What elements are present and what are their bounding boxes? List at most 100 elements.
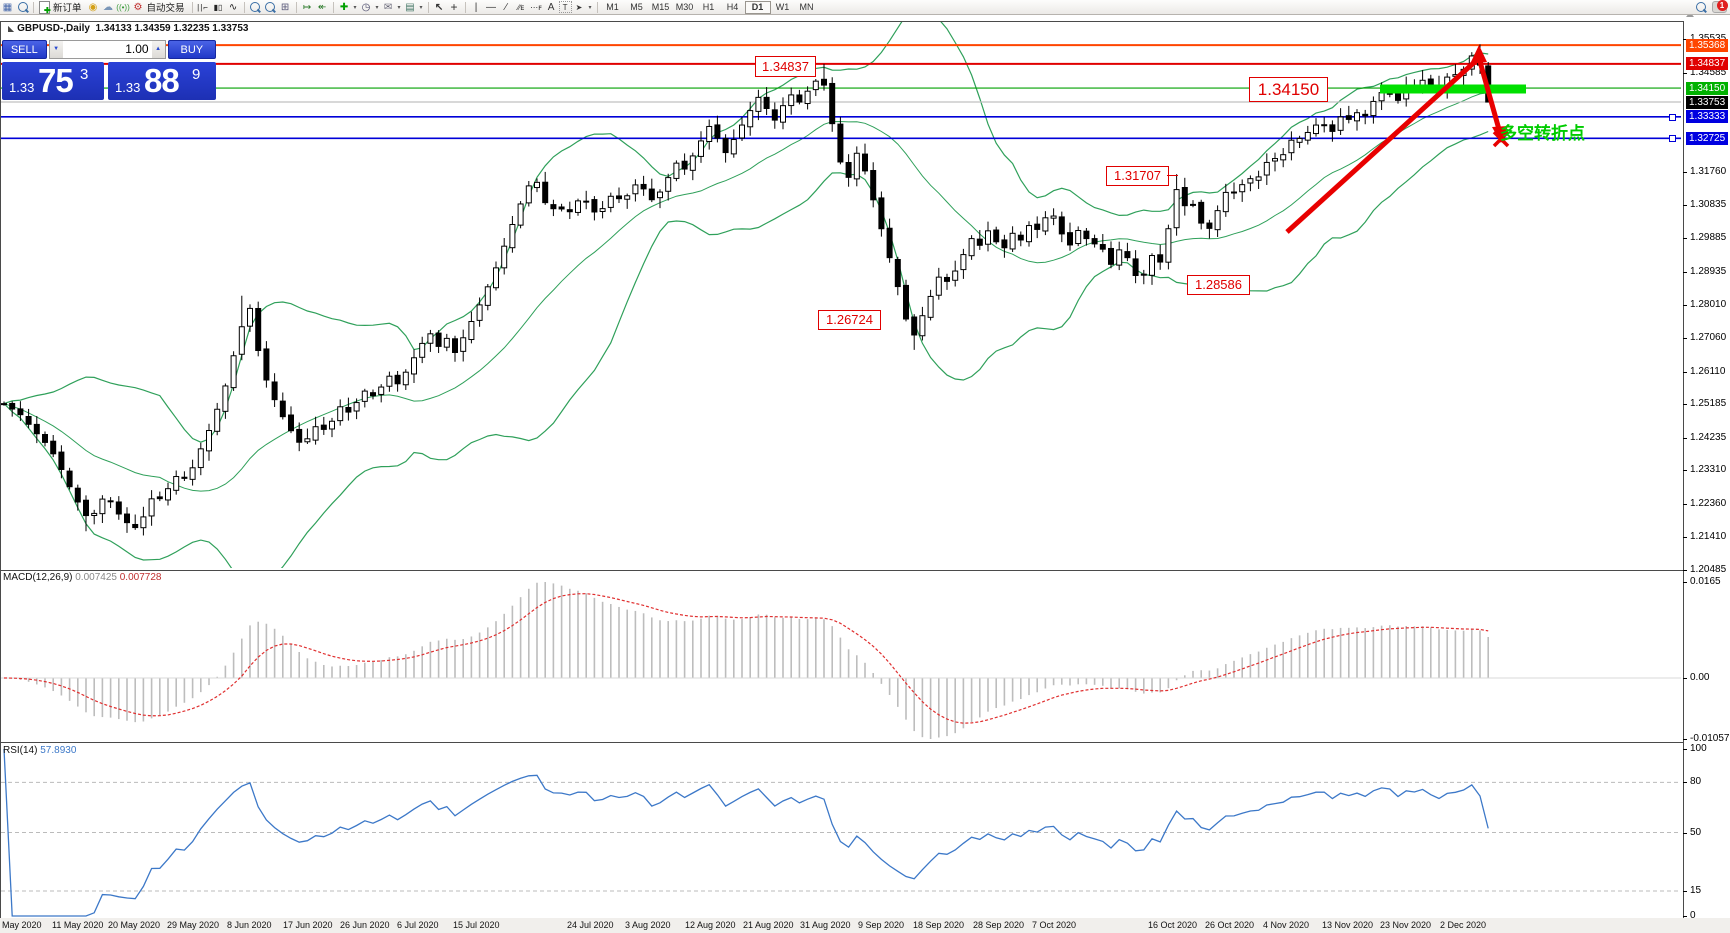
tab-timeframe-H4[interactable]: H4	[726, 2, 739, 12]
candle-body	[730, 139, 737, 155]
date-label: 26 Jun 2020	[340, 920, 390, 930]
line-handle[interactable]	[1669, 135, 1676, 143]
preview-icon[interactable]	[15, 1, 30, 14]
candle-body	[1149, 255, 1155, 276]
sell-quote[interactable]: 1.33 75 3	[2, 62, 104, 100]
candle-body	[452, 338, 458, 353]
line-handle[interactable]	[1669, 113, 1676, 121]
indicator-dropdown-caret[interactable]: ▾	[353, 4, 357, 11]
candle-body	[255, 307, 262, 351]
volume-up-button[interactable]: ▲	[151, 41, 165, 58]
downtrend-arrow-line[interactable]	[1476, 57, 1503, 134]
autotrade-icon[interactable]: ⚙	[133, 1, 143, 13]
sell-price-pip: 3	[80, 66, 89, 83]
line-chart-type-icon[interactable]: ∿	[228, 1, 238, 13]
period-clock-icon[interactable]: ◷	[361, 1, 371, 13]
candle-body	[91, 512, 98, 516]
tab-timeframe-M5[interactable]: M5	[630, 2, 643, 12]
tab-timeframe-W1[interactable]: W1	[775, 2, 790, 12]
candle-body	[911, 316, 918, 336]
price-flag-1.34837[interactable]: 1.34837	[755, 56, 816, 77]
date-label: 26 Oct 2020	[1205, 920, 1255, 930]
channel-tool-icon[interactable]: ∕∕ᴇ	[517, 2, 525, 12]
vertical-line-tool-icon[interactable]: |	[474, 1, 478, 13]
add-indicator-icon[interactable]: ✚	[339, 1, 349, 13]
chart-shift-icon[interactable]: ↦	[302, 1, 312, 13]
sell-button[interactable]: SELL	[2, 40, 47, 59]
macd-plot[interactable]	[1, 582, 1681, 739]
tab-timeframe-M30[interactable]: M30	[675, 2, 694, 12]
date-axis[interactable]: May 2020 11 May 2020 20 May 2020 29 May 202…	[0, 918, 1730, 933]
ohlc-values: 1.34133 1.34359 1.32235 1.33753	[95, 23, 249, 34]
fibonacci-tool-icon[interactable]: ⋯ꜰ	[530, 2, 542, 12]
arrows-tool-icon[interactable]: ➤	[575, 2, 583, 12]
price-tick	[1683, 271, 1687, 273]
candle-body	[1378, 92, 1385, 102]
search-icon[interactable]	[1693, 1, 1708, 14]
rsi-tick	[1683, 916, 1687, 917]
buy-button[interactable]: BUY	[167, 40, 216, 59]
tile-windows-icon[interactable]: ⊞	[280, 1, 290, 13]
text-tool-icon[interactable]: A	[547, 1, 555, 13]
candle-body	[878, 197, 885, 230]
price-flag-1.34150[interactable]: 1.34150	[1249, 77, 1328, 102]
template-icon[interactable]: ✉	[383, 1, 393, 13]
zoom-out-icon[interactable]	[263, 1, 278, 14]
cloud-icon[interactable]: ☁	[103, 1, 114, 13]
turning-point-annotation[interactable]: 多空转折点	[1500, 124, 1585, 143]
price-tick	[1683, 437, 1687, 439]
candle-body	[1067, 232, 1073, 246]
tab-timeframe-M1[interactable]: M1	[606, 2, 619, 12]
auto-scroll-icon[interactable]: ↞	[317, 1, 327, 13]
signal-icon[interactable]: ((•))	[116, 2, 130, 12]
candle-body	[952, 270, 959, 281]
candle-body	[42, 434, 48, 443]
horizontal-line-tool-icon[interactable]: —	[486, 1, 497, 13]
period-dropdown-caret[interactable]: ▾	[375, 4, 379, 11]
label-tool-icon[interactable]: T	[558, 1, 572, 13]
candle-body	[1231, 191, 1237, 194]
price-tick	[1683, 371, 1687, 373]
autotrade-button[interactable]: 自动交易	[146, 3, 185, 14]
tab-timeframe-MN[interactable]: MN	[799, 2, 814, 12]
date-label: 29 May 2020	[167, 920, 220, 930]
profile-icon[interactable]: ▤	[405, 1, 415, 13]
crosshair-tool-icon[interactable]: +	[450, 0, 458, 14]
arrows-dropdown-caret[interactable]: ▾	[588, 4, 592, 11]
zoom-in-icon[interactable]	[248, 1, 263, 14]
new-order-icon[interactable]: ✚	[37, 0, 52, 15]
tab-timeframe-M15[interactable]: M15	[651, 2, 670, 12]
candle-body	[525, 185, 532, 204]
volume-down-button[interactable]: ▼	[49, 41, 63, 58]
candle-body	[517, 203, 524, 226]
bar-chart-type-icon[interactable]: ||⌐	[197, 2, 209, 12]
candle-body	[1058, 216, 1065, 235]
notification-icon[interactable]: 1	[1708, 0, 1730, 14]
candle-body	[927, 295, 934, 318]
tab-timeframe-D1[interactable]: D1	[744, 0, 771, 14]
rsi-plot[interactable]	[1, 748, 1681, 917]
candle-body	[673, 162, 680, 179]
volume-input[interactable]: 1.00	[125, 42, 149, 56]
trendline-tool-icon[interactable]: ∕	[505, 1, 507, 13]
cursor-tool-icon[interactable]: ↖	[434, 1, 444, 13]
profile-dropdown-caret[interactable]: ▾	[419, 4, 423, 11]
price-plot[interactable]	[1, 7, 1681, 589]
uptrend-arrow-line[interactable]	[1285, 56, 1481, 234]
candle-body	[411, 357, 417, 375]
coins-icon[interactable]: ◉	[88, 1, 98, 13]
buy-quote[interactable]: 1.33 88 9	[108, 62, 216, 100]
tab-timeframe-H1[interactable]: H1	[702, 2, 715, 12]
new-order-button[interactable]: 新订单	[53, 3, 82, 14]
candle-body	[796, 94, 803, 103]
template-dropdown-caret[interactable]: ▾	[397, 4, 401, 11]
price-flag-1.26724[interactable]: 1.26724	[818, 310, 881, 330]
candle-body	[1190, 203, 1196, 206]
price-flag-1.28586[interactable]: 1.28586	[1187, 275, 1250, 295]
candle-body	[665, 177, 672, 192]
price-flag-1.31707[interactable]: 1.31707	[1106, 166, 1169, 186]
chart-window-icon[interactable]: ▦	[2, 1, 13, 13]
resistance-highlight-bar[interactable]	[1380, 84, 1526, 94]
candlestick-type-icon[interactable]: ▮▯	[213, 2, 223, 12]
